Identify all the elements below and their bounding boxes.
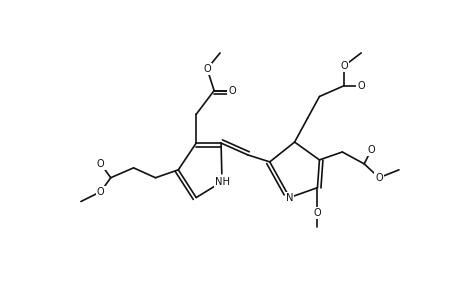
Text: O: O: [375, 173, 382, 183]
Text: O: O: [97, 159, 104, 169]
Text: O: O: [367, 145, 374, 155]
Text: O: O: [228, 85, 235, 96]
Text: O: O: [357, 81, 364, 91]
Text: N: N: [285, 193, 293, 202]
Text: O: O: [97, 187, 104, 196]
Text: O: O: [313, 208, 320, 218]
Text: O: O: [340, 61, 347, 71]
Text: NH: NH: [214, 177, 229, 187]
Text: O: O: [203, 64, 211, 74]
